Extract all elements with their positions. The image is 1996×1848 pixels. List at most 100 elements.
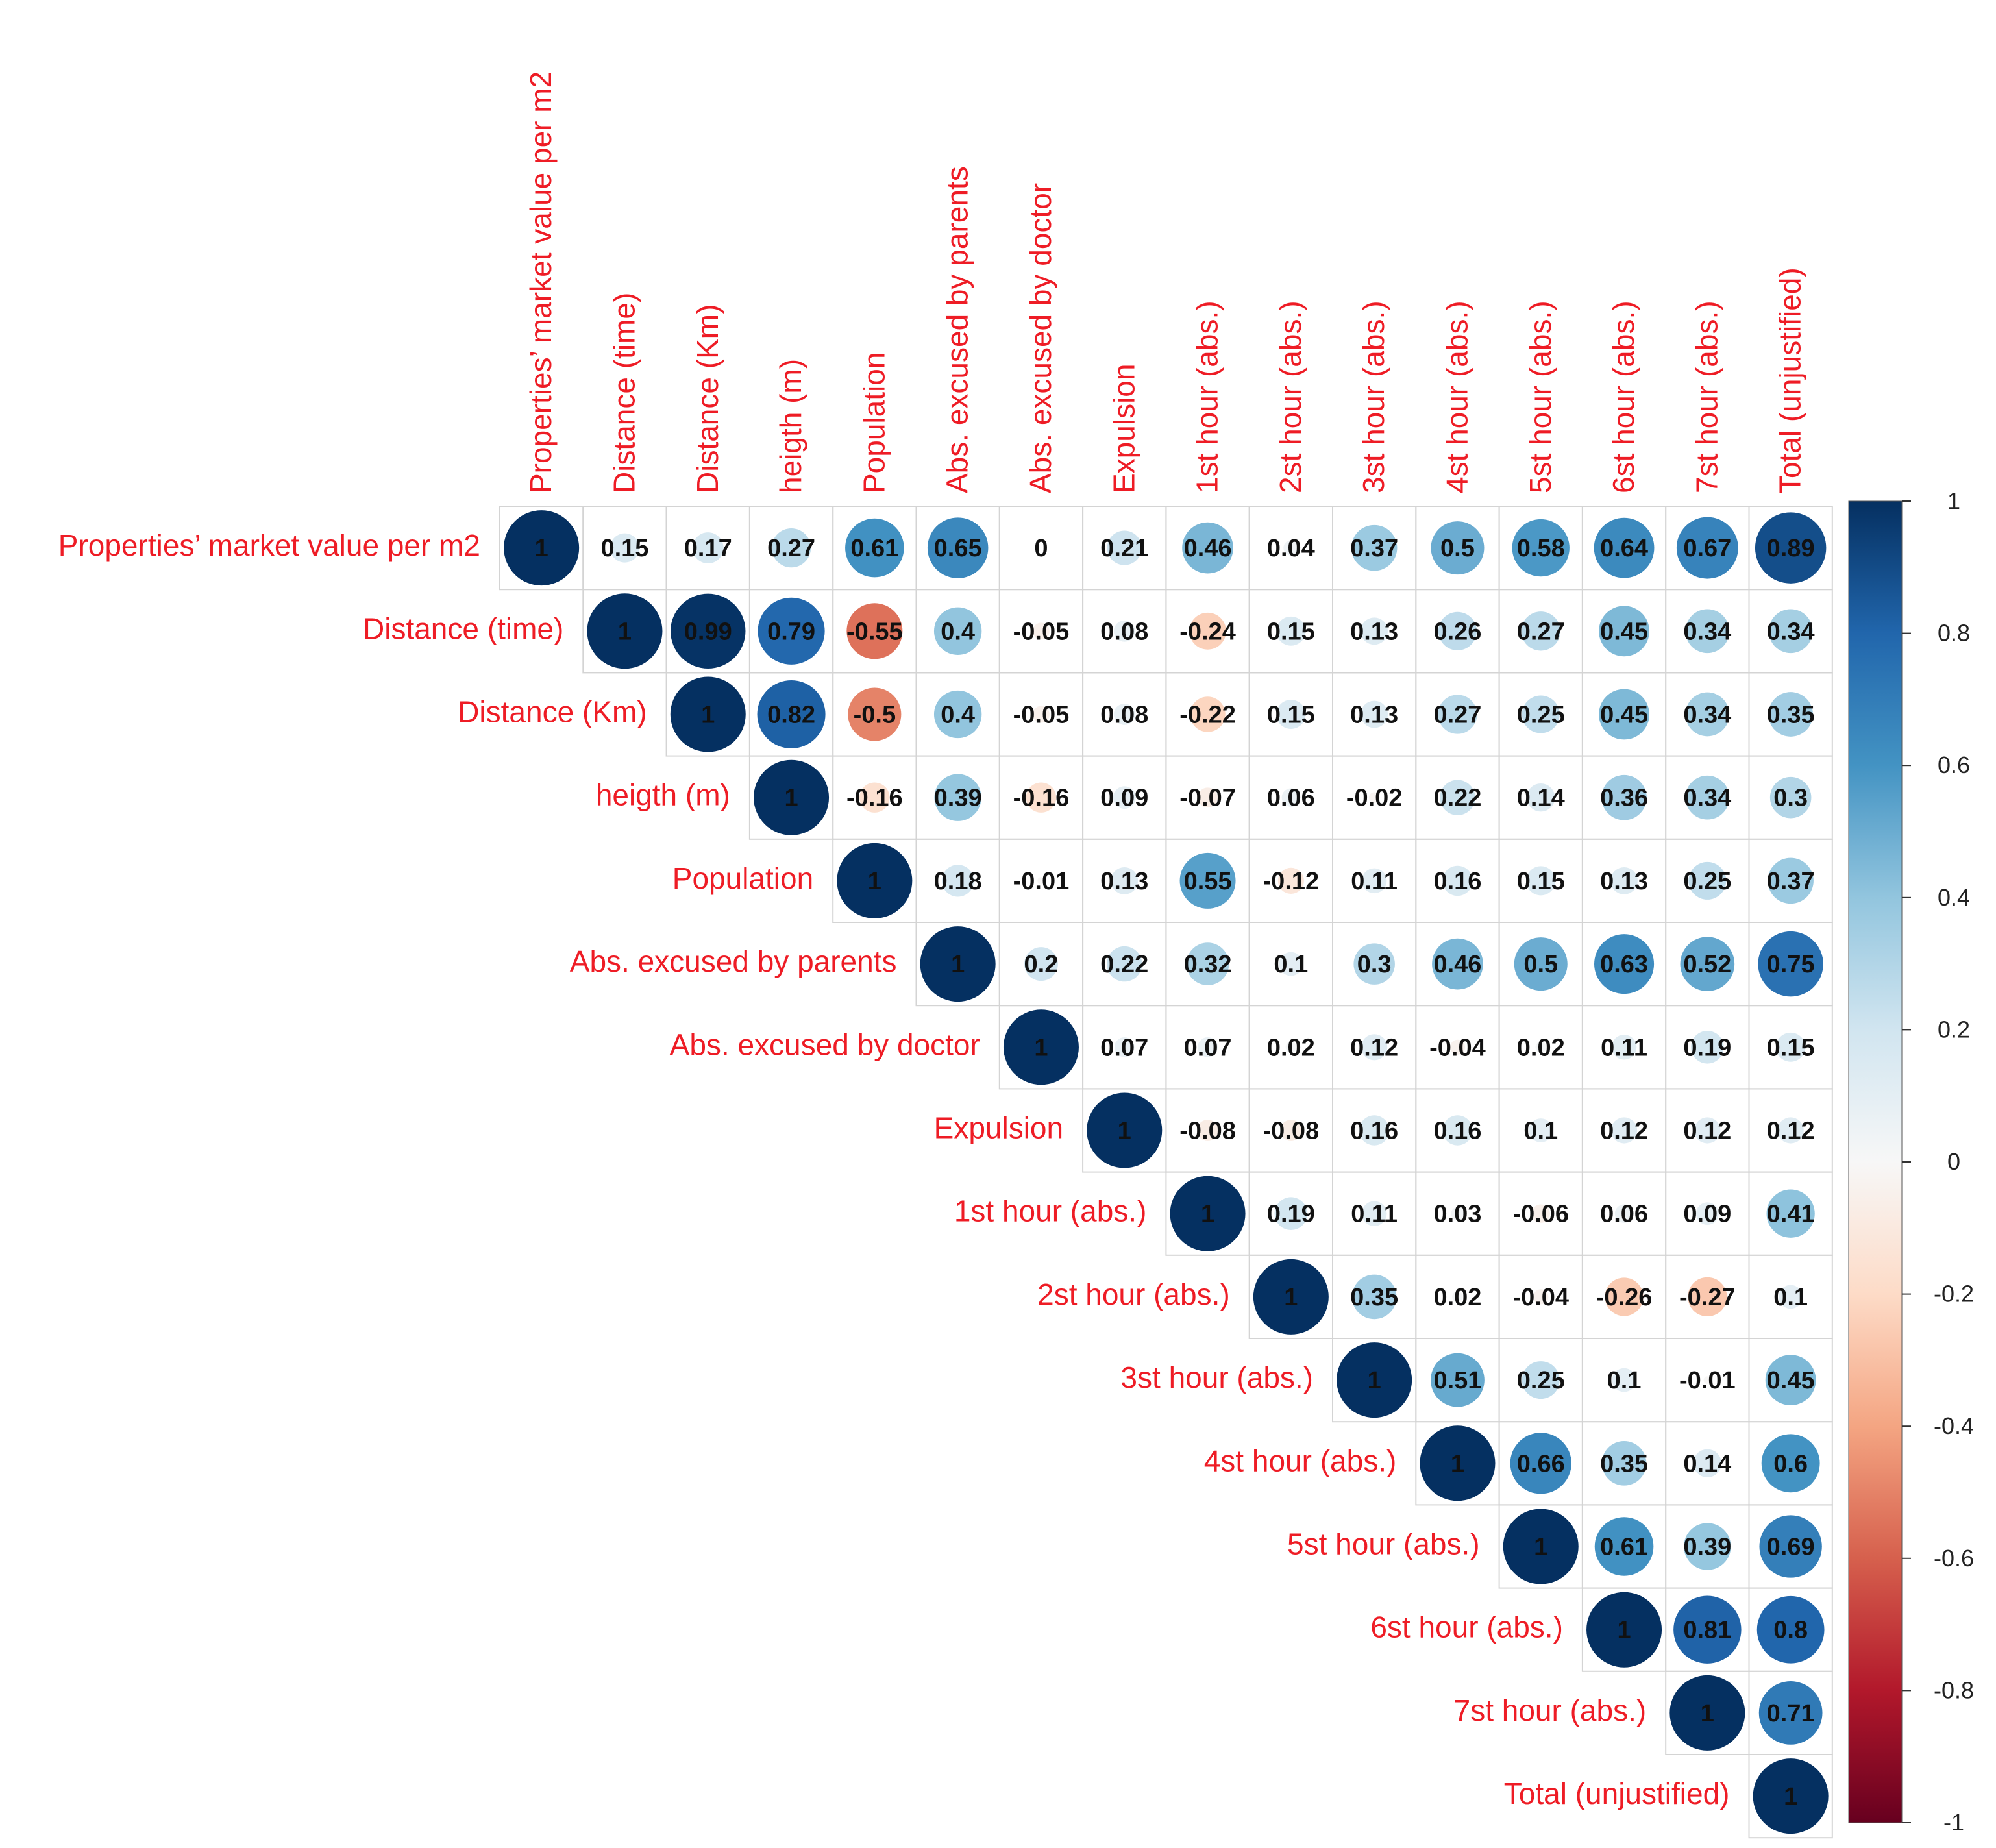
corr-circle [1599,689,1649,740]
corr-value: -0.16 [1013,785,1070,812]
corr-value: -0.06 [1512,1201,1569,1228]
column-label: 3st hour (abs.) [1357,301,1390,493]
corr-value: -0.01 [1013,868,1070,895]
corr-circle [1669,1675,1745,1751]
corr-circle [1755,512,1827,584]
corr-circle [1253,1259,1329,1335]
corr-circle [1759,1515,1822,1578]
corr-circle [927,517,989,578]
corr-value: 0.63 [1600,951,1648,978]
corr-value: 0.8 [1773,1617,1808,1644]
corr-value: -0.02 [1346,785,1403,812]
row-label: Expulsion [934,1111,1063,1145]
corr-circle [1032,706,1050,723]
colorbar-tick-label: -0.4 [1934,1412,1974,1439]
corr-circle [754,759,830,835]
corr-value: 1 [1534,1534,1547,1561]
corr-circle [1694,1117,1721,1144]
column-label: Abs. excused by doctor [1024,183,1057,493]
corr-circle [587,593,663,669]
corr-value: 0.11 [1351,1201,1398,1228]
corr-circle [1594,1517,1654,1576]
corr-circle [1535,1042,1546,1053]
corr-value: 0.02 [1517,1034,1565,1061]
corr-value: 0.12 [1683,1118,1731,1145]
corr-value: 0.13 [1350,618,1398,645]
column-label: 6st hour (abs.) [1607,301,1640,493]
column-label: heigth (m) [774,359,807,493]
corr-value: 0.37 [1350,535,1398,562]
row-label: 5st hour (abs.) [1287,1527,1480,1561]
corr-value: -0.12 [1263,868,1320,895]
corr-circle [848,687,902,741]
corr-value: 0.14 [1683,1450,1731,1477]
corr-value: 0.15 [600,535,648,562]
colorbar-tick-label: 0.6 [1938,752,1970,778]
corr-value: 0.08 [1100,618,1148,645]
corr-circle [920,926,996,1002]
corr-value: 0.26 [1433,618,1481,645]
colorbar-tick-label: -0.8 [1934,1677,1974,1703]
corr-value: 0.15 [1267,618,1315,645]
corr-circle [1753,1758,1829,1834]
corr-value: -0.22 [1179,702,1236,729]
corr-value: 0.19 [1683,1034,1731,1061]
corr-value: 0.06 [1267,785,1315,812]
corr-value: 0.66 [1517,1450,1565,1477]
corr-circle [1527,783,1555,812]
corr-value: 0.3 [1773,785,1808,812]
column-label: Total (unjustified) [1773,267,1807,493]
column-label: Abs. excused by parents [941,166,974,493]
corr-value: 0.09 [1100,785,1148,812]
corr-circle [1612,1368,1636,1392]
corr-value: -0.24 [1179,618,1236,645]
row-label: 2st hour (abs.) [1037,1277,1230,1311]
corr-circle [1420,1425,1496,1501]
colorbar-tick-label: 0.8 [1938,620,1970,647]
corr-value: 0.36 [1600,785,1648,812]
corr-circle [837,843,913,918]
corr-circle [1353,943,1395,985]
corr-value: 0.15 [1517,868,1565,895]
corr-value: 0.52 [1683,951,1731,978]
corr-value: 0.89 [1767,535,1815,562]
corr-value: 0.21 [1100,535,1148,562]
corr-value: 0.4 [941,702,975,729]
corr-circle [1601,1440,1647,1486]
corr-value: 1 [1201,1201,1214,1228]
corr-circle [1777,1117,1804,1144]
row-label: Distance (Km) [458,695,647,729]
corr-value: 0.11 [1601,1034,1647,1061]
corr-value: 0.58 [1517,535,1565,562]
row-label: 7st hour (abs.) [1454,1694,1647,1727]
corr-value: 0.12 [1767,1118,1815,1145]
corr-value: 1 [1118,1118,1131,1145]
corr-circle [1688,1277,1727,1317]
colorbar-tick-label: 0.4 [1938,884,1970,911]
corr-value: 0.79 [767,618,815,645]
column-label: Distance (time) [607,293,641,493]
corr-value: 0.82 [767,702,815,729]
corr-circle [692,532,724,564]
colorbar-tick-label: 0 [1947,1148,1960,1175]
corr-value: 0.3 [1357,951,1392,978]
corr-circle [1361,700,1388,728]
corr-circle [1605,1277,1644,1316]
column-label: Expulsion [1107,364,1140,493]
corr-circle [1761,1434,1820,1493]
corr-circle [1283,540,1299,556]
corr-circle [1512,519,1570,577]
corr-circle [1594,517,1655,578]
corr-circle [758,597,825,665]
corr-value: 1 [1368,1367,1381,1394]
corr-value: 0.32 [1184,951,1232,978]
corr-value: -0.07 [1179,785,1236,812]
corr-circle [1531,1204,1550,1223]
corr-circle [1361,1034,1388,1061]
corr-circle [670,676,746,752]
corr-circle [771,528,811,568]
corr-circle [1451,1207,1464,1220]
corr-value: 0.12 [1350,1034,1398,1061]
corr-circle [1432,938,1483,990]
corr-circle [1285,1042,1297,1053]
